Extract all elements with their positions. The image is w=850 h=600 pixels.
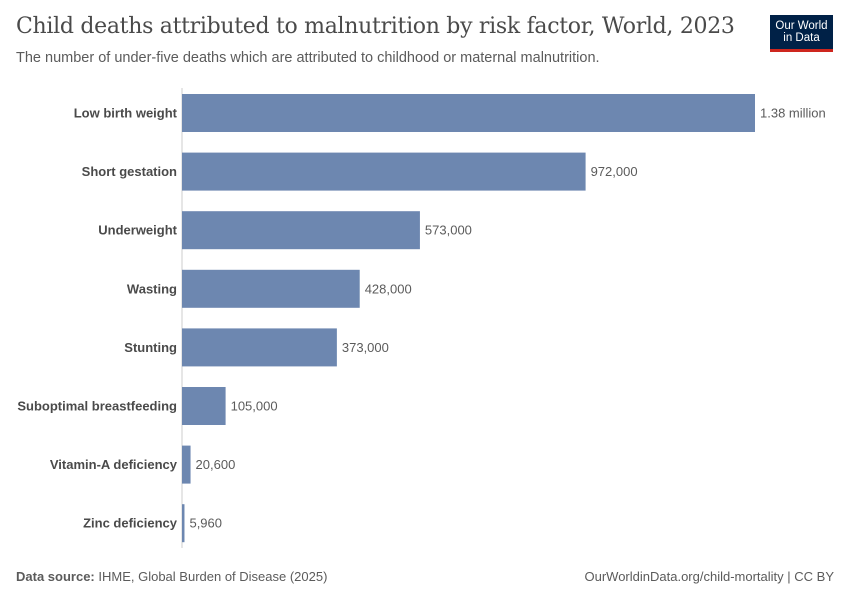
category-label: Low birth weight [74, 106, 178, 121]
category-label: Underweight [98, 223, 177, 238]
bar[interactable] [182, 328, 337, 367]
value-label: 105,000 [231, 399, 278, 414]
value-label: 428,000 [365, 281, 412, 296]
category-label: Wasting [127, 281, 177, 296]
chart-subtitle: The number of under-five deaths which ar… [16, 50, 600, 66]
bar[interactable] [182, 504, 185, 543]
value-label: 20,600 [196, 457, 236, 472]
category-label: Suboptimal breastfeeding [17, 399, 177, 414]
bar[interactable] [182, 94, 755, 132]
category-label: Short gestation [82, 164, 177, 179]
source-url[interactable]: OurWorldinData.org/child-mortality | CC … [584, 569, 835, 584]
bar[interactable] [182, 387, 226, 425]
value-label: 573,000 [425, 223, 472, 238]
value-label: 373,000 [342, 340, 389, 355]
bar[interactable] [182, 152, 586, 191]
data-source-text[interactable]: IHME, Global Burden of Disease (2025) [98, 569, 328, 584]
data-source: Data source: IHME, Global Burden of Dise… [16, 569, 327, 584]
value-label: 1.38 million [760, 106, 826, 121]
data-source-label: Data source: [16, 569, 95, 584]
bar[interactable] [182, 445, 191, 484]
bar[interactable] [182, 269, 360, 308]
category-label: Stunting [124, 340, 177, 355]
value-label: 5,960 [189, 516, 222, 531]
chart-title: Child deaths attributed to malnutrition … [16, 14, 735, 39]
owid-logo[interactable]: Our World in Data [770, 15, 833, 52]
bar[interactable] [182, 211, 420, 250]
category-label: Zinc deficiency [83, 516, 178, 531]
category-label: Vitamin-A deficiency [50, 457, 178, 472]
value-label: 972,000 [591, 164, 638, 179]
